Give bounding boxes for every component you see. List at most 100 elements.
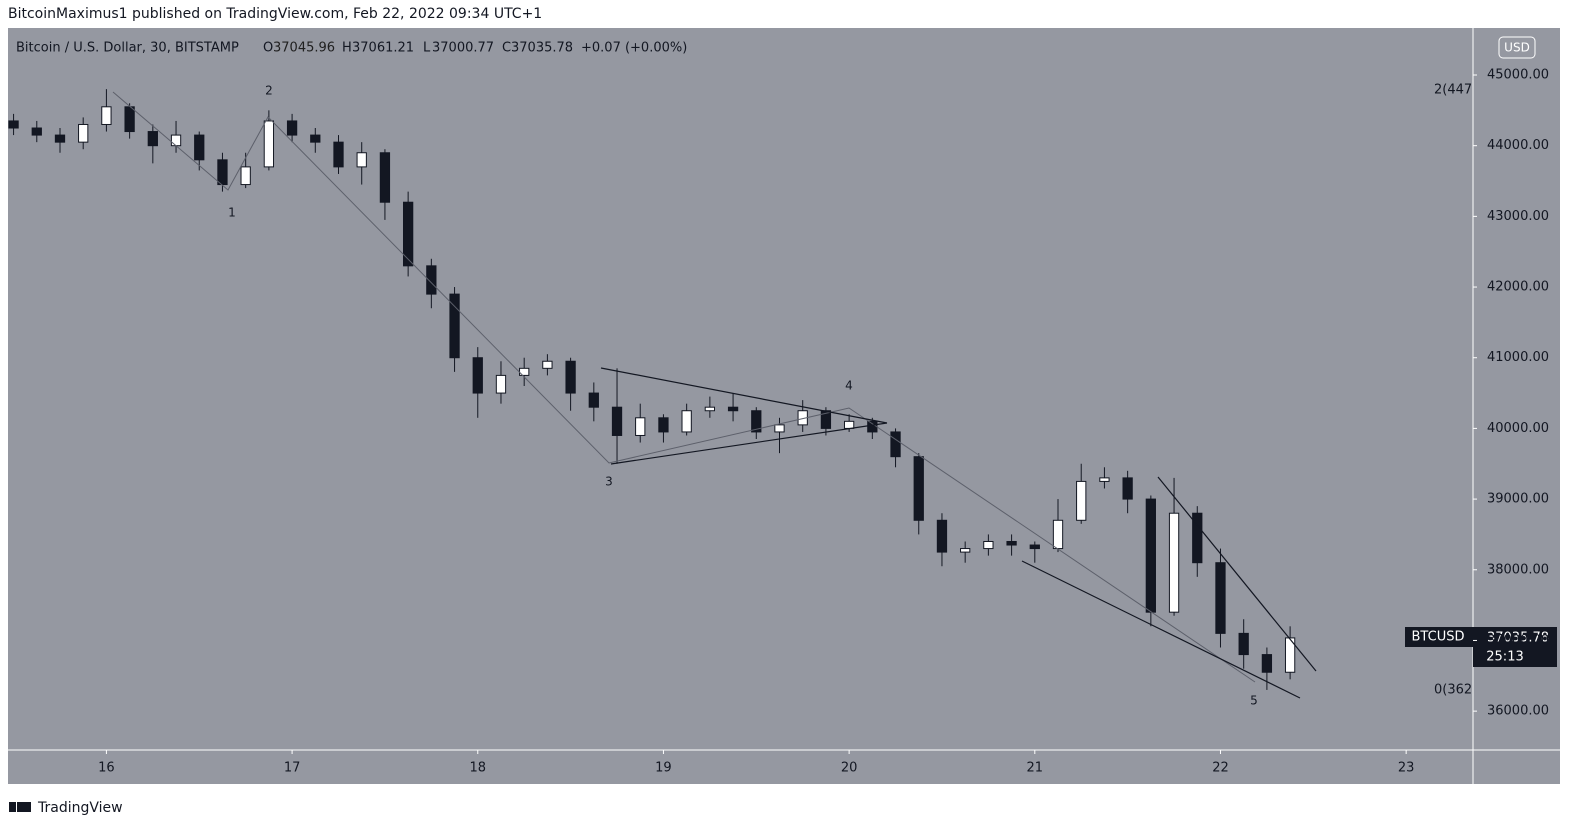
candle-body [1076, 480, 1087, 521]
y-tick-label: 39000.00 [1487, 492, 1549, 507]
x-tick-label: 16 [98, 761, 115, 776]
wave-label: 1 [228, 206, 236, 220]
footer-logo [9, 802, 31, 812]
wave-label: 3 [605, 475, 613, 489]
candle-body [611, 406, 623, 436]
candle-body [1029, 544, 1040, 550]
candle-body [356, 152, 367, 168]
x-tick-label: 22 [1212, 761, 1229, 776]
x-tick-label: 18 [469, 761, 486, 776]
y-tick-label: 38000.00 [1487, 562, 1549, 577]
candle-body [704, 406, 716, 412]
candle-body [1261, 654, 1273, 673]
candle-body [449, 293, 460, 359]
candle-body [426, 265, 437, 295]
price-tag-countdown: 25:13 [1486, 650, 1523, 665]
symbol-tag [1405, 627, 1473, 647]
candle-body [1122, 477, 1133, 500]
footer-brand: TradingView [37, 800, 123, 816]
candle-body [8, 120, 19, 129]
candle-body [54, 134, 66, 143]
y-tick-label: 43000.00 [1487, 209, 1549, 224]
candle-body [565, 360, 576, 394]
candle-body [217, 159, 228, 186]
wave-path [112, 91, 1256, 683]
candle-body [1284, 637, 1296, 673]
x-tick-label: 17 [284, 761, 301, 776]
drawings [112, 91, 1317, 699]
price-tag-value: 37035.78 [1487, 631, 1549, 646]
legend-open: 37045.96 [273, 41, 335, 56]
x-tick-label: 19 [655, 761, 672, 776]
candle-body [194, 134, 205, 161]
candle-body [124, 106, 135, 133]
candle-body [379, 152, 391, 203]
candle-body [1052, 519, 1064, 550]
currency-button[interactable] [1498, 36, 1536, 59]
chart-background [8, 28, 1560, 784]
wedge-lower [1021, 560, 1301, 699]
wave-label: 5 [1250, 694, 1258, 708]
candle-body [983, 540, 994, 550]
candle-body [588, 392, 599, 408]
logo-mark [17, 802, 31, 812]
x-tick-label: 21 [1027, 761, 1044, 776]
candle-body [495, 374, 507, 394]
candle-body [402, 201, 414, 267]
candle-body [333, 141, 344, 168]
y-tick-label: 45000.00 [1487, 68, 1549, 83]
candle-body [936, 519, 948, 553]
wave-label: 4 [845, 379, 853, 393]
candle-body [727, 406, 739, 412]
candle-body [101, 106, 112, 125]
candle-body [1168, 512, 1180, 613]
candle-body [170, 134, 182, 147]
legend-c-label: C [502, 41, 511, 56]
x-tick-label: 20 [841, 761, 858, 776]
candle-body [263, 120, 275, 168]
candle-body [913, 456, 924, 521]
candle-body [1145, 498, 1156, 613]
candle-body [78, 123, 89, 143]
y-tick-label: 44000.00 [1487, 138, 1549, 153]
candle-body [310, 134, 321, 143]
triangle-lower [610, 422, 888, 465]
wave-label: 2 [265, 84, 273, 98]
wedge-upper [1157, 476, 1317, 672]
symbol-tag-label: BTCUSD [1412, 630, 1465, 645]
legend-close: 37035.78 [511, 41, 573, 56]
legend-symbol: Bitcoin / U.S. Dollar, 30, BITSTAMP [16, 41, 239, 56]
candle-body [1006, 540, 1017, 546]
candle-body [658, 417, 669, 433]
price-tag [1473, 627, 1557, 667]
logo-mark [9, 802, 16, 812]
candle-body [843, 420, 855, 429]
candle-body [681, 410, 692, 433]
y-tick-label: 41000.00 [1487, 350, 1549, 365]
candle-body [1215, 562, 1226, 634]
y-tick-label: 37000.00 [1487, 633, 1549, 648]
candle-body [1099, 477, 1110, 482]
fib-label: 2(447 [1434, 83, 1472, 98]
fib-label: 0(362 [1434, 683, 1472, 698]
candle-body [960, 548, 971, 553]
legend-change: +0.07 (+0.00%) [581, 41, 687, 56]
y-tick-label: 36000.00 [1487, 704, 1549, 719]
legend-high: 37061.21 [352, 41, 414, 56]
candle-body [774, 424, 785, 433]
candle-body [286, 120, 298, 136]
publish-line: BitcoinMaximus1 published on TradingView… [8, 6, 542, 22]
candle-body [472, 357, 483, 394]
candle-body [1238, 632, 1249, 656]
legend-l-label: L [423, 41, 431, 56]
legend-o-label: O [263, 41, 273, 56]
candle-body [1192, 512, 1203, 564]
y-tick-label: 42000.00 [1487, 280, 1549, 295]
legend-h-label: H [342, 41, 352, 56]
currency-label[interactable]: USD [1504, 41, 1530, 55]
candle-body [751, 410, 762, 433]
candle-body [31, 127, 42, 136]
candle-body [890, 431, 901, 458]
